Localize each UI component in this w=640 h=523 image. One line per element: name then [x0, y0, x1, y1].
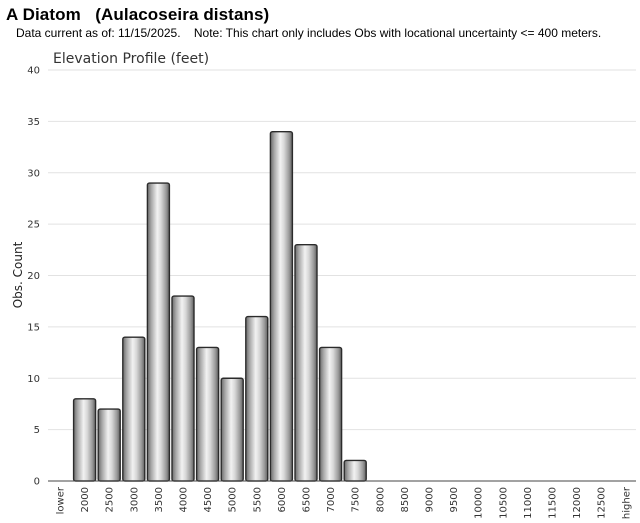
bar-7000	[318, 346, 343, 482]
y-tick-label: 5	[34, 425, 40, 436]
x-tick-label: 9000	[425, 487, 436, 512]
x-tick-label: 6500	[302, 487, 313, 512]
x-tick-label: 11000	[523, 487, 534, 519]
chart-title: Elevation Profile (feet)	[53, 51, 209, 67]
bar-6500	[294, 243, 318, 482]
y-tick-label: 20	[27, 271, 40, 282]
y-tick-label: 40	[27, 66, 40, 77]
x-tick-label: 10500	[498, 487, 509, 519]
bar-3500	[146, 182, 171, 482]
gridlines	[48, 69, 636, 431]
y-tick-label: 10	[27, 374, 40, 385]
x-tick-label: 7500	[351, 487, 362, 512]
y-tick-label: 0	[34, 477, 40, 488]
bar-2500	[97, 408, 121, 482]
y-tick-label: 35	[27, 117, 40, 128]
x-tick-label: 3500	[154, 487, 165, 512]
x-tick-label: 5500	[252, 487, 263, 512]
x-tick-label: lower	[56, 486, 67, 514]
bar-7500	[343, 459, 367, 482]
x-tick-label: 12000	[572, 487, 583, 519]
x-tick-label: 8500	[400, 487, 411, 512]
page-title: A Diatom (Aulacoseira distans)	[6, 5, 270, 24]
x-tick-label: 4000	[179, 487, 190, 512]
y-tick-label: 25	[27, 220, 40, 231]
x-tick-label: 4500	[203, 487, 214, 512]
x-tick-label: 6000	[277, 487, 288, 512]
data-note: Data current as of: 11/15/2025. Note: Th…	[16, 26, 602, 40]
x-tick-label: 2000	[80, 487, 91, 512]
bar-4500	[195, 346, 220, 482]
bar-3000	[122, 336, 146, 482]
x-tick-label: 11500	[548, 487, 559, 519]
x-tick-label: 2500	[105, 487, 116, 512]
x-tick-label: 5000	[228, 487, 239, 512]
axes: 0 5 10 15 20 25 30 35 40 lower 2000 2500 3000 3500 400…	[27, 66, 636, 519]
bar-4000	[171, 295, 195, 482]
y-tick-label: 15	[27, 322, 40, 333]
x-tick-label: 7000	[326, 487, 337, 512]
x-tick-label: 12500	[597, 487, 608, 519]
x-tick-label: higher	[621, 486, 632, 519]
x-tick-label: 8000	[375, 487, 386, 512]
x-tick-label: 10000	[474, 487, 485, 519]
bar-5500	[245, 315, 269, 482]
bar-2000	[72, 398, 97, 482]
bar-5000	[220, 377, 244, 482]
x-tick-label: 9500	[449, 487, 460, 512]
y-tick-label: 30	[27, 168, 40, 179]
y-axis-label: Obs. Count	[11, 241, 25, 308]
bars	[72, 130, 367, 482]
x-tick-label: 3000	[129, 487, 140, 512]
bar-6000	[269, 130, 294, 482]
